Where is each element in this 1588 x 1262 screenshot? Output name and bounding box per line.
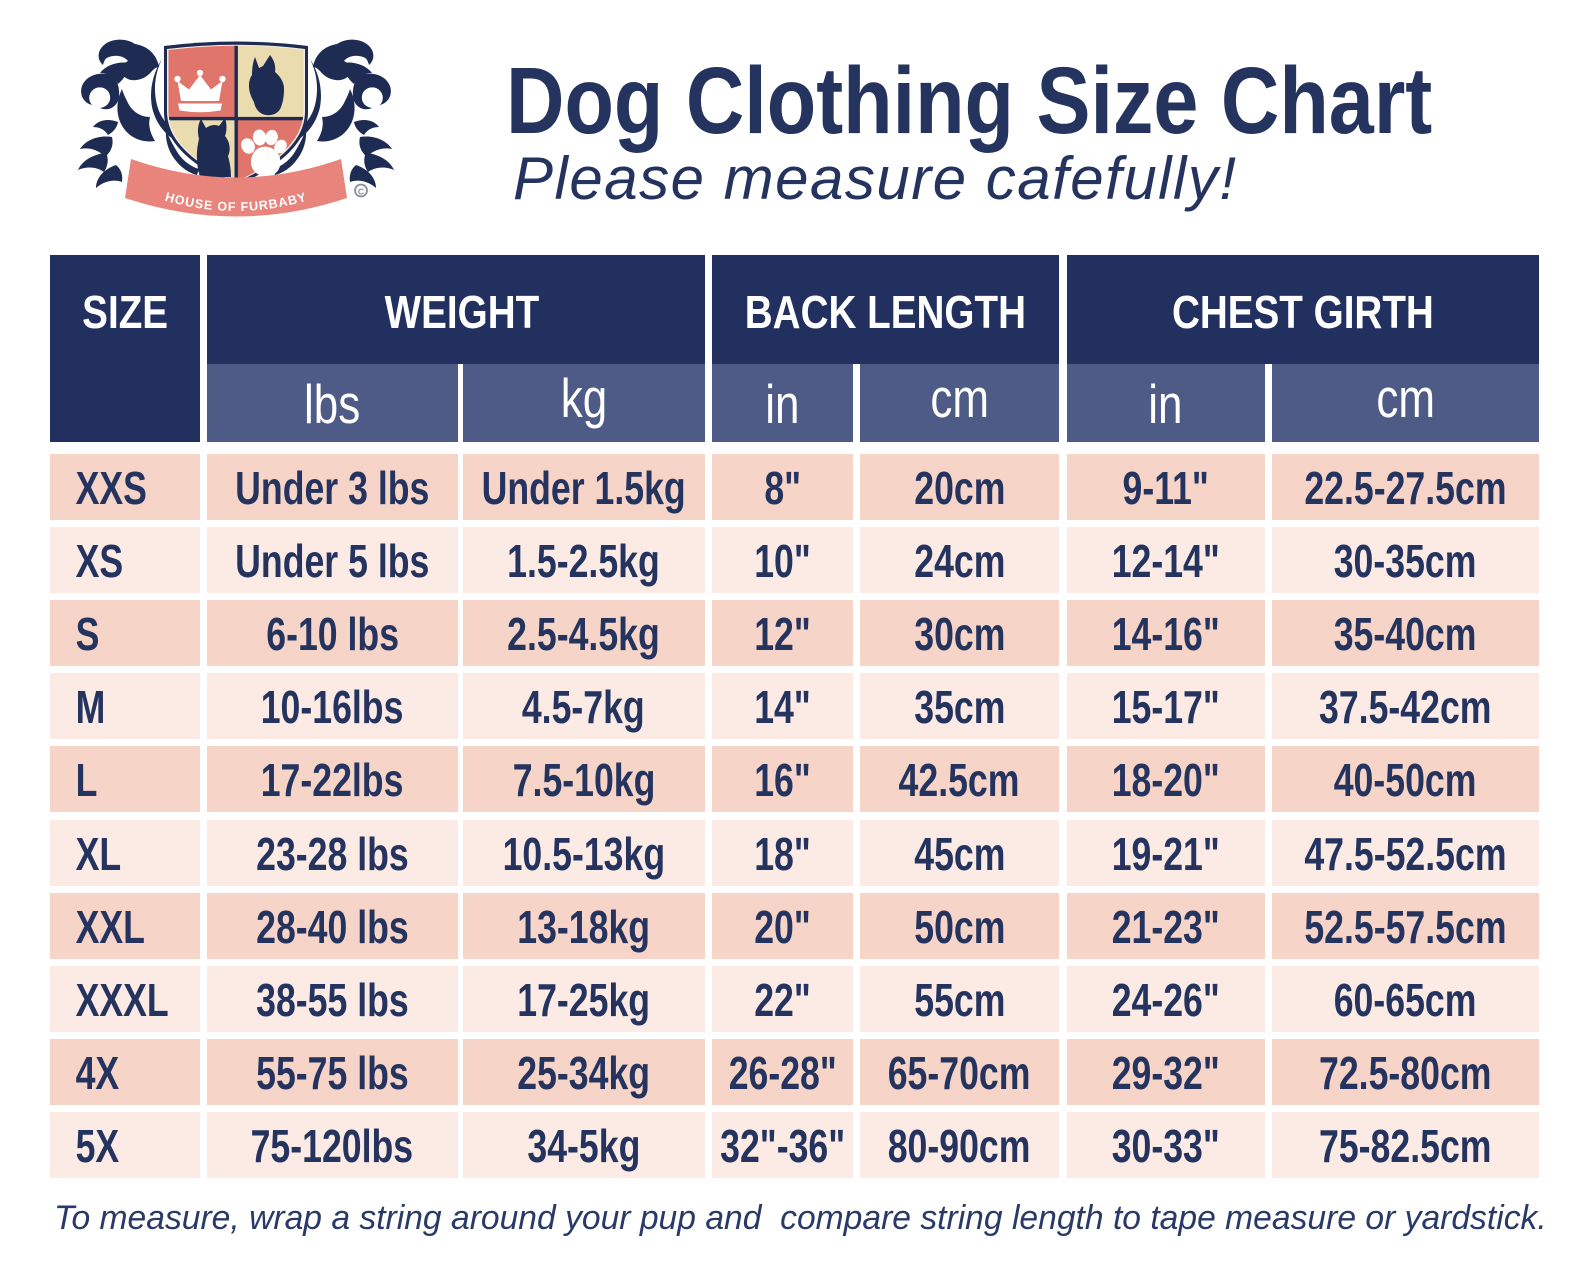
svg-text:C: C <box>358 187 364 197</box>
